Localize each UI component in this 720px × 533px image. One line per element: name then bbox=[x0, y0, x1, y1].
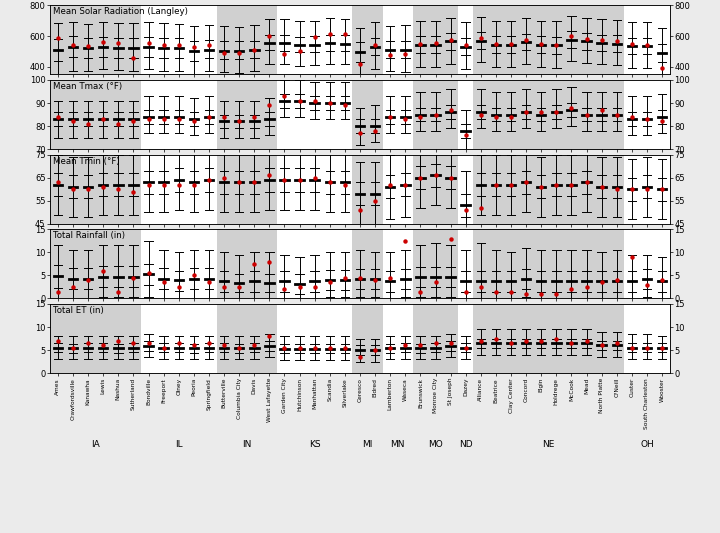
Text: ND: ND bbox=[459, 440, 472, 449]
Text: IA: IA bbox=[91, 440, 100, 449]
Bar bbox=[50, 229, 141, 298]
Text: NE: NE bbox=[543, 440, 555, 449]
Bar bbox=[413, 229, 458, 298]
Text: Total Rainfall (in): Total Rainfall (in) bbox=[53, 231, 125, 240]
Bar bbox=[473, 229, 624, 298]
Bar bbox=[473, 80, 624, 149]
Bar bbox=[413, 80, 458, 149]
Text: IN: IN bbox=[242, 440, 251, 449]
Bar bbox=[353, 155, 382, 224]
Bar bbox=[217, 5, 277, 75]
Text: MO: MO bbox=[428, 440, 443, 449]
Bar bbox=[50, 80, 141, 149]
Bar bbox=[217, 304, 277, 373]
Bar bbox=[413, 304, 458, 373]
Bar bbox=[473, 155, 624, 224]
Bar bbox=[353, 304, 382, 373]
Bar bbox=[473, 5, 624, 75]
Text: Mean Solar Radiation (Langley): Mean Solar Radiation (Langley) bbox=[53, 7, 189, 17]
Text: Mean Tmax (°F): Mean Tmax (°F) bbox=[53, 82, 122, 91]
Bar bbox=[217, 80, 277, 149]
Bar bbox=[353, 229, 382, 298]
Bar bbox=[413, 155, 458, 224]
Bar bbox=[50, 5, 141, 75]
Text: IL: IL bbox=[175, 440, 183, 449]
Bar bbox=[217, 229, 277, 298]
Bar bbox=[413, 5, 458, 75]
Text: Total ET (in): Total ET (in) bbox=[53, 306, 104, 315]
Bar bbox=[50, 304, 141, 373]
Bar bbox=[353, 80, 382, 149]
Text: MI: MI bbox=[362, 440, 373, 449]
Bar bbox=[353, 5, 382, 75]
Bar bbox=[473, 304, 624, 373]
Bar bbox=[50, 155, 141, 224]
Text: OH: OH bbox=[640, 440, 654, 449]
Text: Mean Tmin (°F): Mean Tmin (°F) bbox=[53, 157, 120, 166]
Text: MN: MN bbox=[390, 440, 405, 449]
Text: KS: KS bbox=[309, 440, 320, 449]
Bar bbox=[217, 155, 277, 224]
